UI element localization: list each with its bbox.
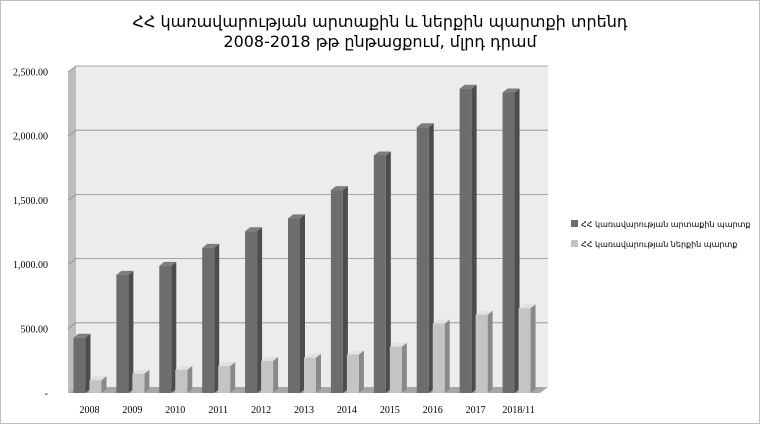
bar-top [202, 243, 220, 248]
bar-2012-series-2 [261, 360, 274, 393]
bar-side [401, 342, 407, 393]
bar-2017-series-2 [475, 314, 488, 393]
y-tick-label: 2,000.00 [13, 132, 48, 143]
x-tick-label: 2009 [122, 405, 142, 416]
bar-2010-series-1 [159, 265, 172, 393]
x-tick-label: 2016 [423, 405, 443, 416]
bar-2015-series-2 [389, 346, 402, 393]
bar-2010-series-2 [175, 369, 188, 393]
bar-top [73, 333, 91, 338]
bar-side [257, 227, 263, 393]
bar-side [471, 84, 477, 393]
bar-side [358, 350, 364, 393]
bar-top [175, 365, 193, 370]
bar-2008-series-1 [73, 337, 86, 393]
chart-title: ՀՀ կառավարության արտաքին և ներքին պարտքի… [132, 12, 628, 31]
x-tick-label: 2012 [251, 405, 271, 416]
bar-side [316, 353, 321, 393]
bar-top [89, 376, 107, 381]
gridline [67, 65, 548, 73]
x-tick-label: 2010 [165, 405, 185, 416]
y-tick-label: 1,500.00 [13, 196, 48, 207]
bar-2009-series-2 [132, 373, 145, 393]
legend-swatch [571, 220, 578, 227]
bar-top [518, 304, 536, 309]
bar-side [171, 261, 177, 393]
bar-top [304, 353, 321, 358]
bar-top [116, 270, 134, 275]
bar-2013-series-2 [304, 357, 316, 393]
bar-top [373, 151, 391, 156]
chart-title-block: ՀՀ կառավարության արտաքին և ներքին պարտքի… [0, 12, 760, 52]
bar-top [432, 319, 450, 324]
bar-side [214, 243, 220, 393]
bar-top [218, 362, 236, 367]
bar-2011-series-1 [202, 247, 215, 393]
bar-side [342, 186, 348, 393]
bar-top [330, 186, 348, 191]
legend-label: ՀՀ կառավարության արտաքին պարտք [581, 220, 751, 229]
bar-side [230, 362, 236, 393]
plot-side-wall [68, 66, 76, 393]
bar-2017-series-1 [459, 88, 472, 393]
bar-side [144, 369, 150, 393]
chart-subtitle: 2008-2018 թթ ընթացքում, մլրդ դրամ [223, 32, 537, 51]
y-tick-label: 1,000.00 [13, 260, 48, 271]
legend-label: ՀՀ կառավարության ներքին պարտք [581, 240, 737, 249]
y-tick-label: 500.00 [21, 324, 49, 335]
bar-2016-series-2 [432, 323, 445, 393]
gridline [67, 129, 548, 137]
x-tick-label: 2017 [466, 405, 486, 416]
legend-swatch [571, 240, 578, 247]
bar-side [187, 365, 193, 393]
x-tick-label: 2013 [294, 405, 314, 416]
bar-side [300, 214, 305, 393]
bar-top [132, 369, 150, 374]
bar-top [416, 123, 434, 128]
bar-2014-series-1 [330, 190, 343, 393]
bar-2018/11-series-2 [518, 308, 531, 393]
y-tick-label: 2,500.00 [13, 68, 48, 79]
x-tick-label: 2018/11 [502, 405, 534, 416]
bar-side [514, 88, 520, 393]
bar-side [85, 333, 91, 393]
bar-2018/11-series-1 [502, 92, 515, 393]
bar-side [385, 151, 391, 393]
bar-side [444, 319, 450, 393]
bar-side [487, 310, 493, 393]
y-tick-label: - [45, 389, 48, 400]
bar-2012-series-1 [245, 231, 258, 393]
bar-2014-series-2 [346, 354, 359, 393]
bar-2009-series-1 [116, 274, 129, 393]
bar-2013-series-1 [288, 218, 300, 393]
bar-2016-series-1 [416, 127, 429, 393]
bar-side [273, 356, 279, 393]
bar-2008-series-2 [89, 380, 102, 393]
bar-2011-series-2 [218, 366, 231, 393]
bar-top [389, 342, 407, 347]
bar-side [530, 304, 536, 393]
bar-side [128, 270, 134, 393]
bar-top [346, 350, 364, 355]
bar-2015-series-1 [373, 155, 386, 393]
bar-side [428, 123, 434, 393]
x-tick-label: 2008 [79, 405, 99, 416]
bar-top [261, 356, 279, 361]
bar-top [245, 227, 263, 232]
bar-top [475, 310, 493, 315]
bar-top [502, 88, 520, 93]
bar-top [459, 84, 477, 89]
bar-top [288, 214, 305, 219]
x-tick-label: 2015 [380, 405, 400, 416]
x-tick-label: 2014 [337, 405, 357, 416]
bar-top [159, 261, 177, 266]
bar-side [101, 376, 107, 393]
x-tick-label: 2011 [208, 405, 228, 416]
